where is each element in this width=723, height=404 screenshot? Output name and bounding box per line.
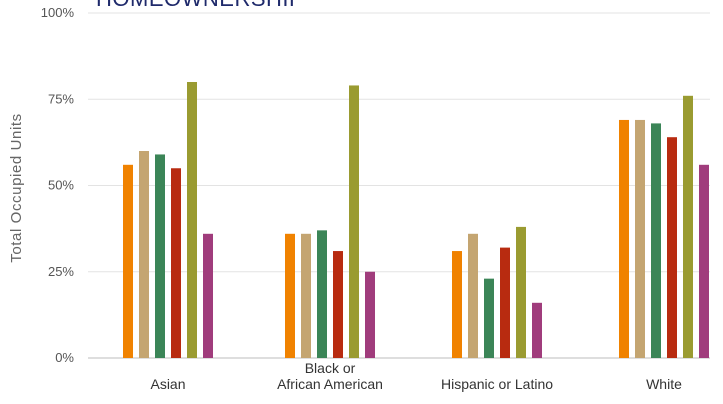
bar xyxy=(171,168,181,358)
x-category-label: White xyxy=(646,376,682,392)
bar xyxy=(667,137,677,358)
y-tick-label: 100% xyxy=(41,5,75,20)
x-category-label: Asian xyxy=(150,376,185,392)
bar xyxy=(187,82,197,358)
bar xyxy=(532,303,542,358)
bar xyxy=(619,120,629,358)
bar xyxy=(139,151,149,358)
bar xyxy=(349,85,359,358)
bar xyxy=(468,234,478,358)
bar xyxy=(333,251,343,358)
bar xyxy=(683,96,693,358)
bar xyxy=(452,251,462,358)
bar xyxy=(635,120,645,358)
bar xyxy=(699,165,709,358)
grid-lines xyxy=(88,13,710,358)
y-axis-ticks: 0% 25% 50% 75% 100% xyxy=(41,5,75,365)
bar xyxy=(317,230,327,358)
y-tick-label: 75% xyxy=(48,91,74,106)
y-tick-label: 50% xyxy=(48,178,74,193)
x-axis-categories: Asian Black or African American Hispanic or… xyxy=(150,360,682,392)
bar xyxy=(285,234,295,358)
x-category-label: Black or African American xyxy=(277,360,383,392)
bar xyxy=(516,227,526,358)
bars xyxy=(123,82,709,358)
bar xyxy=(203,234,213,358)
y-tick-label: 0% xyxy=(55,350,74,365)
bar xyxy=(155,154,165,358)
bar xyxy=(301,234,311,358)
bar xyxy=(651,123,661,358)
bar xyxy=(500,248,510,358)
x-category-label: Hispanic or Latino xyxy=(441,376,553,392)
y-axis-title: Total Occupied Units xyxy=(8,113,25,263)
y-tick-label: 25% xyxy=(48,264,74,279)
bar xyxy=(365,272,375,358)
bar xyxy=(484,279,494,358)
bar xyxy=(123,165,133,358)
